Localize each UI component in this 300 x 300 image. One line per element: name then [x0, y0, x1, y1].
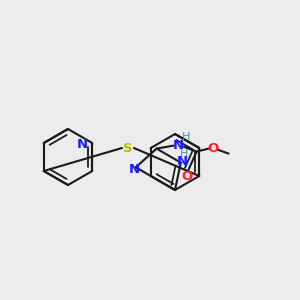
- Text: N: N: [77, 139, 88, 152]
- Text: O: O: [181, 170, 192, 183]
- Text: H: H: [182, 132, 190, 142]
- Text: N: N: [176, 155, 188, 168]
- Text: S: S: [123, 142, 133, 154]
- Text: O: O: [207, 142, 218, 155]
- Text: N: N: [173, 139, 184, 152]
- Text: N: N: [129, 163, 140, 176]
- Text: H: H: [180, 148, 188, 159]
